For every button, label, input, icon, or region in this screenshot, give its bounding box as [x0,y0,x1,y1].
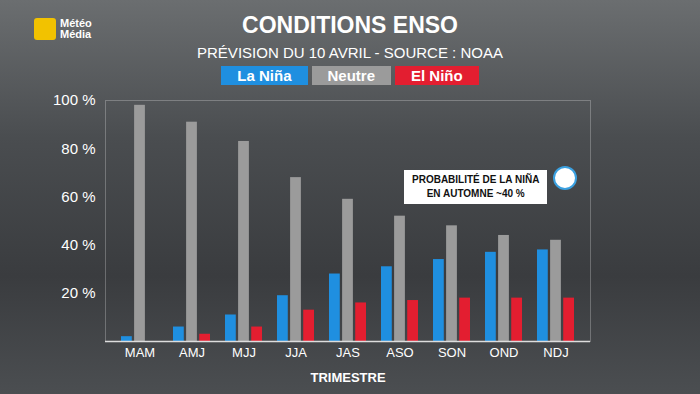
html-text:PRÉVISION DU 10 AVRIL - SOURCE: PRÉVISION DU 10 AVRIL - SOURCE : NOAA [197,44,503,61]
html-text:El Niño: El Niño [411,67,463,84]
html-text:EN AUTOMNE ~40 %: EN AUTOMNE ~40 % [426,188,525,199]
html-text:Météo Média: Météo Média [60,17,92,40]
svg-text:OND: OND [490,345,519,360]
svg-text:40 %: 40 % [61,236,95,253]
svg-text:MAM: MAM [125,345,155,360]
svg-text:NDJ: NDJ [543,345,568,360]
svg-text:ASO: ASO [386,345,413,360]
html-text:PROBABILITÉ DE LA NIÑA: PROBABILITÉ DE LA NIÑA [412,174,540,185]
svg-text:20 %: 20 % [61,284,95,301]
svg-text:JAS: JAS [336,345,360,360]
html-text:La Niña: La Niña [237,67,292,84]
svg-text:JJA: JJA [285,345,307,360]
svg-text:100 %: 100 % [53,91,96,108]
html-text:CONDITIONS ENSO: CONDITIONS ENSO [242,12,458,38]
html-text:Neutre: Neutre [327,67,375,84]
svg-text:80 %: 80 % [61,140,95,157]
svg-text:SON: SON [438,345,466,360]
svg-text:AMJ: AMJ [179,345,205,360]
svg-text:60 %: 60 % [61,188,95,205]
svg-text:TRIMESTRE: TRIMESTRE [310,370,385,385]
svg-text:MJJ: MJJ [232,345,256,360]
